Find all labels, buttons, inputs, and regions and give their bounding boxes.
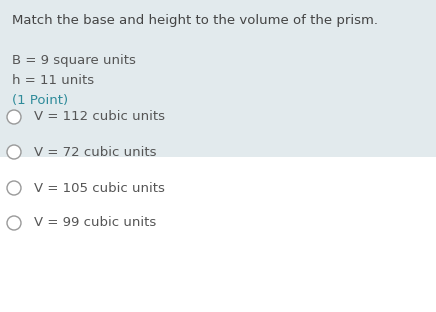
Text: h = 11 units: h = 11 units [12,74,94,87]
Text: V = 99 cubic units: V = 99 cubic units [34,217,156,230]
Text: V = 105 cubic units: V = 105 cubic units [34,182,165,194]
Circle shape [7,110,21,124]
Circle shape [7,145,21,159]
Circle shape [7,181,21,195]
Text: (1 Point): (1 Point) [12,94,68,107]
Text: V = 72 cubic units: V = 72 cubic units [34,145,157,158]
Bar [0,0,436,157]
Text: B = 9 square units: B = 9 square units [12,54,136,67]
Text: Match the base and height to the volume of the prism.: Match the base and height to the volume … [12,14,378,27]
Circle shape [7,216,21,230]
Text: V = 112 cubic units: V = 112 cubic units [34,110,165,124]
